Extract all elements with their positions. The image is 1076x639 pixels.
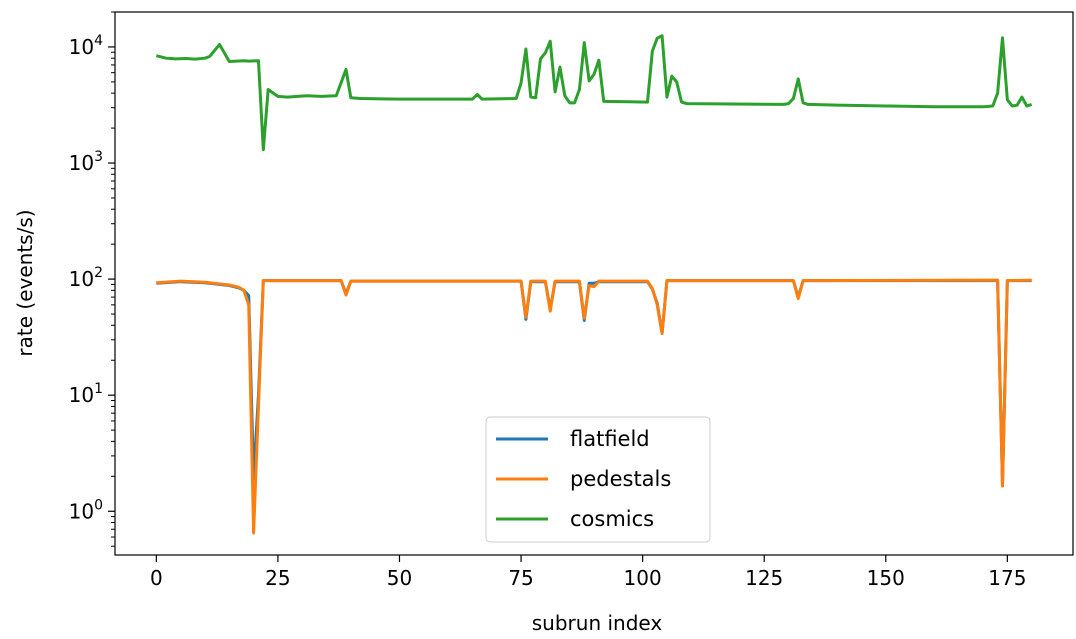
series-line-cosmics xyxy=(155,34,1033,152)
y-tick-label: 100 xyxy=(69,497,103,523)
y-tick-label: 104 xyxy=(69,33,103,59)
plot-frame xyxy=(114,11,1074,556)
x-tick-label: 0 xyxy=(150,566,163,590)
x-tick-label: 175 xyxy=(988,566,1026,590)
series-line-pedestals xyxy=(156,278,1032,535)
legend-label-pedestals: pedestals xyxy=(570,467,671,491)
x-axis: 0 25 50 75 100 125 150 175 xyxy=(150,555,1026,590)
legend-label-flatfield: flatfield xyxy=(570,427,650,451)
x-tick-label: 25 xyxy=(265,566,290,590)
y-axis: 100 101 102 103 104 xyxy=(69,11,115,547)
x-tick-label: 150 xyxy=(867,566,905,590)
y-tick-label: 102 xyxy=(69,265,103,291)
legend-label-cosmics: cosmics xyxy=(570,507,654,531)
x-tick-label: 100 xyxy=(624,566,662,590)
y-tick-label: 101 xyxy=(69,381,103,407)
legend-box xyxy=(485,416,711,543)
x-tick-label: 125 xyxy=(745,566,783,590)
x-tick-label: 75 xyxy=(508,566,533,590)
x-tick-label: 50 xyxy=(387,566,412,590)
y-tick-label: 103 xyxy=(69,149,103,175)
y-axis-label: rate (events/s) xyxy=(13,209,37,356)
plot-area xyxy=(155,34,1033,535)
legend: flatfield pedestals cosmics xyxy=(485,416,711,543)
x-axis-label: subrun index xyxy=(532,611,663,635)
